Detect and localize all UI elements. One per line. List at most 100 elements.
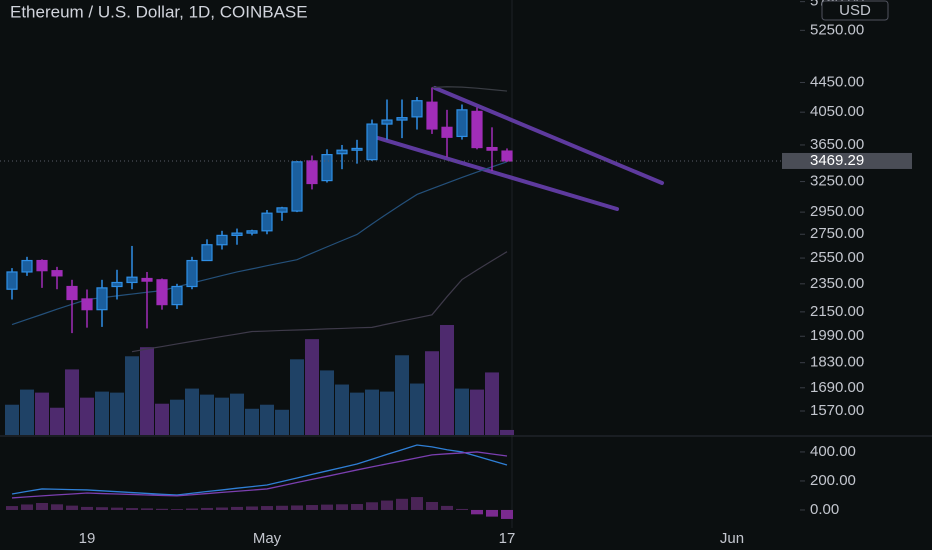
volume-bar (365, 389, 379, 435)
y-tick-label: 1690.00 (810, 379, 864, 396)
candle-body (6, 271, 18, 290)
indicator-line (11, 161, 508, 326)
volume-bar (455, 388, 469, 435)
histogram-bar (396, 498, 408, 510)
last-price-label: 3469.29 (810, 152, 864, 169)
candle-body (471, 110, 483, 149)
volume-bar (65, 369, 79, 435)
volume-bar (140, 347, 154, 435)
candle-body (426, 101, 438, 130)
candle-body (156, 279, 168, 306)
volume-bar (170, 399, 184, 435)
y-tick-label: 2950.00 (810, 203, 864, 220)
volume-bar (35, 392, 49, 435)
histogram-bar (141, 508, 153, 510)
y-tick-label: 1990.00 (810, 327, 864, 344)
candle-body (501, 150, 513, 162)
histogram-bar (66, 505, 78, 510)
candle-body (366, 123, 378, 161)
y-tick-label: 2550.00 (810, 249, 864, 266)
candle-body (246, 230, 258, 234)
histogram-bar (231, 506, 243, 510)
y-tick-label: 400.00 (810, 443, 856, 460)
plot: 5750.005250.004450.004050.003650.003250.… (0, 0, 912, 547)
candle-body (141, 277, 153, 282)
volume-bar (500, 429, 514, 435)
histogram-bar (471, 509, 483, 515)
candle-body (276, 207, 288, 213)
volume-bar (305, 339, 319, 435)
volume-bar (20, 389, 34, 435)
volume-bar (230, 393, 244, 435)
histogram-bar (6, 506, 18, 510)
histogram-bar (186, 508, 198, 510)
candle-body (441, 126, 453, 138)
histogram-bar (216, 507, 228, 510)
histogram-bar (501, 509, 513, 519)
trendline (433, 86, 664, 185)
histogram-bar (276, 505, 288, 510)
histogram-bar (351, 504, 363, 510)
histogram-bar (486, 509, 498, 517)
histogram-bar (426, 501, 438, 510)
histogram-bar (246, 506, 258, 510)
currency-box (821, 0, 889, 21)
indicator-line (11, 444, 508, 496)
histogram-bar (201, 507, 213, 510)
currency: USD (839, 2, 871, 19)
candle-body (351, 147, 363, 151)
candle-body (96, 287, 108, 311)
histogram-bar (111, 507, 123, 510)
x-tick-label: 17 (499, 530, 516, 547)
histogram-bar (261, 506, 273, 510)
histogram-bar (126, 508, 138, 510)
volume-bar (380, 391, 394, 435)
volume-bar (335, 384, 349, 435)
y-tick-label: 4450.00 (810, 73, 864, 90)
histogram-bar (366, 502, 378, 510)
histogram-bar (96, 507, 108, 510)
candle-body (486, 146, 498, 151)
histogram-bar (21, 504, 33, 510)
histogram-bar (381, 500, 393, 510)
indicator-line (11, 451, 508, 499)
candle-body (111, 281, 123, 288)
candle-body (306, 160, 318, 185)
volume-bar (440, 325, 454, 435)
x-tick-label: Jun (720, 530, 744, 547)
candle-body (396, 117, 408, 121)
y-tick-label: 0.00 (810, 501, 839, 518)
volume-bar (80, 397, 94, 435)
candle-body (381, 119, 393, 125)
candle-body (126, 276, 138, 284)
histogram-bar (36, 503, 48, 510)
candle-body (411, 100, 423, 118)
volume-bar (50, 407, 64, 435)
x-tick-label: 19 (79, 530, 96, 547)
y-tick-label: 3650.00 (810, 136, 864, 153)
candle-body (261, 212, 273, 232)
y-tick-label: 5250.00 (810, 21, 864, 38)
volume-bar (320, 370, 334, 435)
last-price-box (782, 152, 912, 169)
y-tick-label: 4050.00 (810, 103, 864, 120)
candle-body (66, 285, 78, 301)
histogram-bar (306, 505, 318, 510)
candle-body (36, 259, 48, 272)
volume-bar (485, 372, 499, 435)
histogram-bar (441, 505, 453, 510)
volume-bar (395, 355, 409, 435)
histogram-bar (321, 504, 333, 510)
y-tick-label: 2750.00 (810, 225, 864, 242)
volume-bar (5, 404, 19, 435)
volume-bar (185, 388, 199, 435)
candle-body (186, 259, 198, 288)
y-tick-label: 2150.00 (810, 303, 864, 320)
volume-bar (245, 408, 259, 435)
volume-bar (410, 383, 424, 435)
volume-bar (350, 392, 364, 435)
indicator-line (431, 86, 508, 92)
candle-body (51, 270, 63, 277)
